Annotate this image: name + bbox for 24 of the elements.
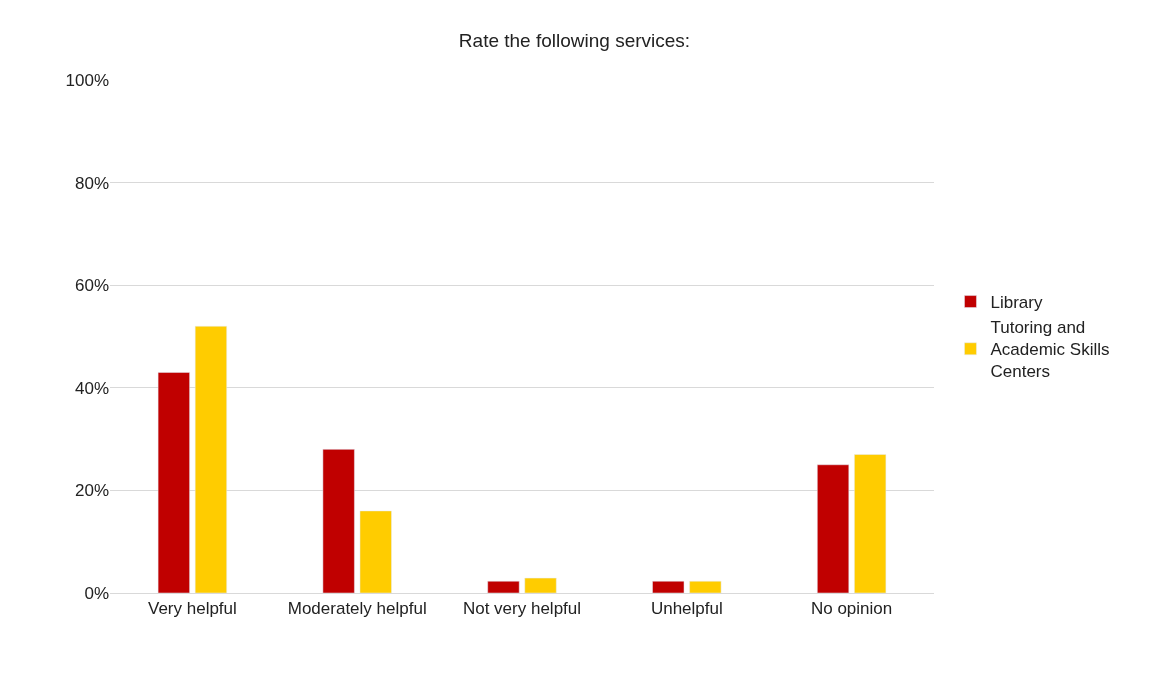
y-tick-label: 40% bbox=[74, 378, 109, 398]
bar bbox=[652, 580, 685, 593]
bar bbox=[157, 372, 190, 593]
bar bbox=[854, 454, 887, 593]
legend-label: Library bbox=[990, 293, 1043, 313]
chart-title: Rate the following services: bbox=[458, 29, 691, 51]
bar bbox=[359, 510, 392, 593]
y-tick-label: 80% bbox=[74, 173, 109, 193]
bar bbox=[689, 580, 722, 593]
bar bbox=[194, 325, 227, 593]
bar bbox=[817, 464, 850, 593]
y-tick-label: 100% bbox=[65, 70, 109, 90]
x-tick-label: Moderately helpful bbox=[287, 599, 427, 619]
bar bbox=[322, 449, 355, 593]
x-tick-label: Very helpful bbox=[147, 599, 237, 619]
y-tick-label: 20% bbox=[74, 481, 109, 501]
x-tick-label: Unhelpful bbox=[650, 599, 723, 619]
bar bbox=[524, 577, 557, 593]
y-tick-label: 60% bbox=[74, 276, 109, 296]
y-tick-label: 0% bbox=[84, 583, 109, 603]
bar bbox=[487, 580, 520, 593]
x-tick-label: No opinion bbox=[810, 599, 893, 619]
legend-label: Tutoring and Academic Skills Centers bbox=[990, 318, 1110, 382]
x-tick-label: Not very helpful bbox=[462, 599, 582, 619]
